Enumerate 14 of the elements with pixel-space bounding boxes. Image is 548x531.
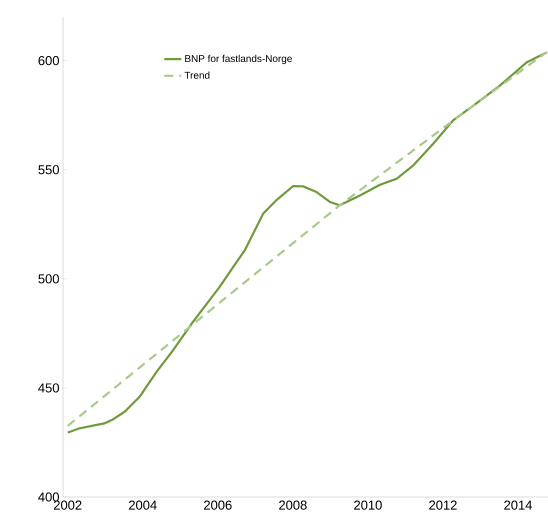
- x-tick-label: 2006: [204, 500, 232, 510]
- x-tick-label: 2014: [504, 500, 532, 510]
- y-tick-label: 600: [38, 56, 59, 66]
- x-tick-label: 2008: [279, 500, 307, 510]
- y-tick-label: 550: [38, 165, 59, 174]
- x-tick-label: 2012: [429, 500, 457, 510]
- y-tick-label: 400: [38, 492, 59, 502]
- y-tick-label: 500: [38, 274, 59, 284]
- legend-label: Trend: [184, 71, 210, 79]
- y-tick-label: 450: [38, 383, 59, 392]
- x-tick-label: 2010: [354, 500, 382, 510]
- x-tick-label: 2002: [54, 500, 82, 510]
- legend-label: BNP for fastlands-Norge: [185, 54, 292, 64]
- x-tick-label: 2004: [128, 500, 157, 510]
